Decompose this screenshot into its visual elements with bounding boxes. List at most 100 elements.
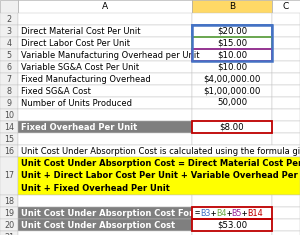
Bar [0,207,18,219]
Text: Variable Manufacturing Overhead per Unit: Variable Manufacturing Overhead per Unit [21,51,200,59]
Bar [0,121,18,133]
Text: Direct Labor Cost Per Unit: Direct Labor Cost Per Unit [21,39,130,47]
Bar [272,0,300,13]
Bar [272,109,300,121]
Text: 6: 6 [7,63,11,71]
Bar [272,61,300,73]
Bar [0,133,18,145]
Text: 16: 16 [4,146,14,156]
Text: Unit Cost Under Absorption Cost Formula: Unit Cost Under Absorption Cost Formula [21,208,217,218]
Bar [0,219,18,231]
Bar [192,73,272,85]
Text: 9: 9 [6,98,12,107]
Text: Direct Material Cost Per Unit: Direct Material Cost Per Unit [21,27,140,35]
Bar [18,207,192,219]
Bar [192,133,272,145]
Bar [18,145,300,157]
Bar [192,49,272,61]
Text: 8: 8 [7,86,11,95]
Bar [272,13,300,25]
Bar [272,25,300,37]
Text: =: = [195,208,200,218]
Bar [192,0,272,13]
Bar [18,195,192,207]
Text: $10.00: $10.00 [217,63,247,71]
Bar [0,85,18,97]
Text: Unit Cost Under Absorption Cost = Direct Material Cost Per: Unit Cost Under Absorption Cost = Direct… [21,159,300,168]
Bar [192,13,272,25]
Bar [192,25,272,61]
Text: +: + [242,208,247,218]
Bar [192,231,272,235]
Bar [272,73,300,85]
Text: A: A [102,2,108,11]
Bar [18,121,192,133]
Bar [192,37,272,49]
Bar [192,121,272,133]
Text: 19: 19 [4,208,14,218]
Text: 10: 10 [4,110,14,120]
Text: 15: 15 [4,134,14,144]
Bar [0,37,18,49]
Bar [0,0,18,13]
Text: Unit Cost Under Absorption Cost is calculated using the formula given below: Unit Cost Under Absorption Cost is calcu… [21,146,300,156]
Text: B: B [229,2,235,11]
Bar [272,219,300,231]
Bar [18,0,192,13]
Bar [18,49,192,61]
Bar [192,49,272,61]
Text: C: C [283,2,289,11]
Bar [18,231,192,235]
Text: 5: 5 [6,51,12,59]
Text: +: + [226,208,232,218]
Bar [272,97,300,109]
Bar [192,97,272,109]
Text: 4: 4 [7,39,11,47]
Bar [272,85,300,97]
Bar [192,25,272,37]
Bar [18,219,192,231]
Bar [192,121,272,133]
Bar [18,73,192,85]
Bar [0,49,18,61]
Bar [18,13,192,25]
Text: 2: 2 [6,15,12,24]
Text: 3: 3 [7,27,11,35]
Bar [192,195,272,207]
Bar [0,13,18,25]
Text: $4,00,000.00: $4,00,000.00 [203,74,261,83]
Text: 20: 20 [4,220,14,230]
Text: Unit + Fixed Overhead Per Unit: Unit + Fixed Overhead Per Unit [21,184,170,193]
Bar [192,207,272,219]
Bar [192,219,272,231]
Text: 17: 17 [4,172,14,180]
Bar [18,157,300,195]
Bar [192,219,272,231]
Text: Unit Cost Under Absorption Cost: Unit Cost Under Absorption Cost [21,220,175,230]
Bar [192,109,272,121]
Text: $8.00: $8.00 [220,122,244,132]
Text: Fixed SG&A Cost: Fixed SG&A Cost [21,86,91,95]
Bar [0,97,18,109]
Text: $10.00: $10.00 [217,51,247,59]
Bar [272,195,300,207]
Bar [18,85,192,97]
Bar [192,37,272,49]
Bar [0,231,18,235]
Bar [272,231,300,235]
Text: 21: 21 [4,232,14,235]
Bar [192,61,272,73]
Text: Variable SG&A Cost Per Unit: Variable SG&A Cost Per Unit [21,63,139,71]
Bar [18,25,192,37]
Text: B5: B5 [231,208,242,218]
Bar [0,61,18,73]
Text: B4: B4 [216,208,226,218]
Text: Number of Units Produced: Number of Units Produced [21,98,132,107]
Bar [18,133,192,145]
Bar [0,73,18,85]
Bar [192,207,272,219]
Text: $1,00,000.00: $1,00,000.00 [203,86,261,95]
Bar [0,145,18,157]
Text: $15.00: $15.00 [217,39,247,47]
Bar [0,195,18,207]
